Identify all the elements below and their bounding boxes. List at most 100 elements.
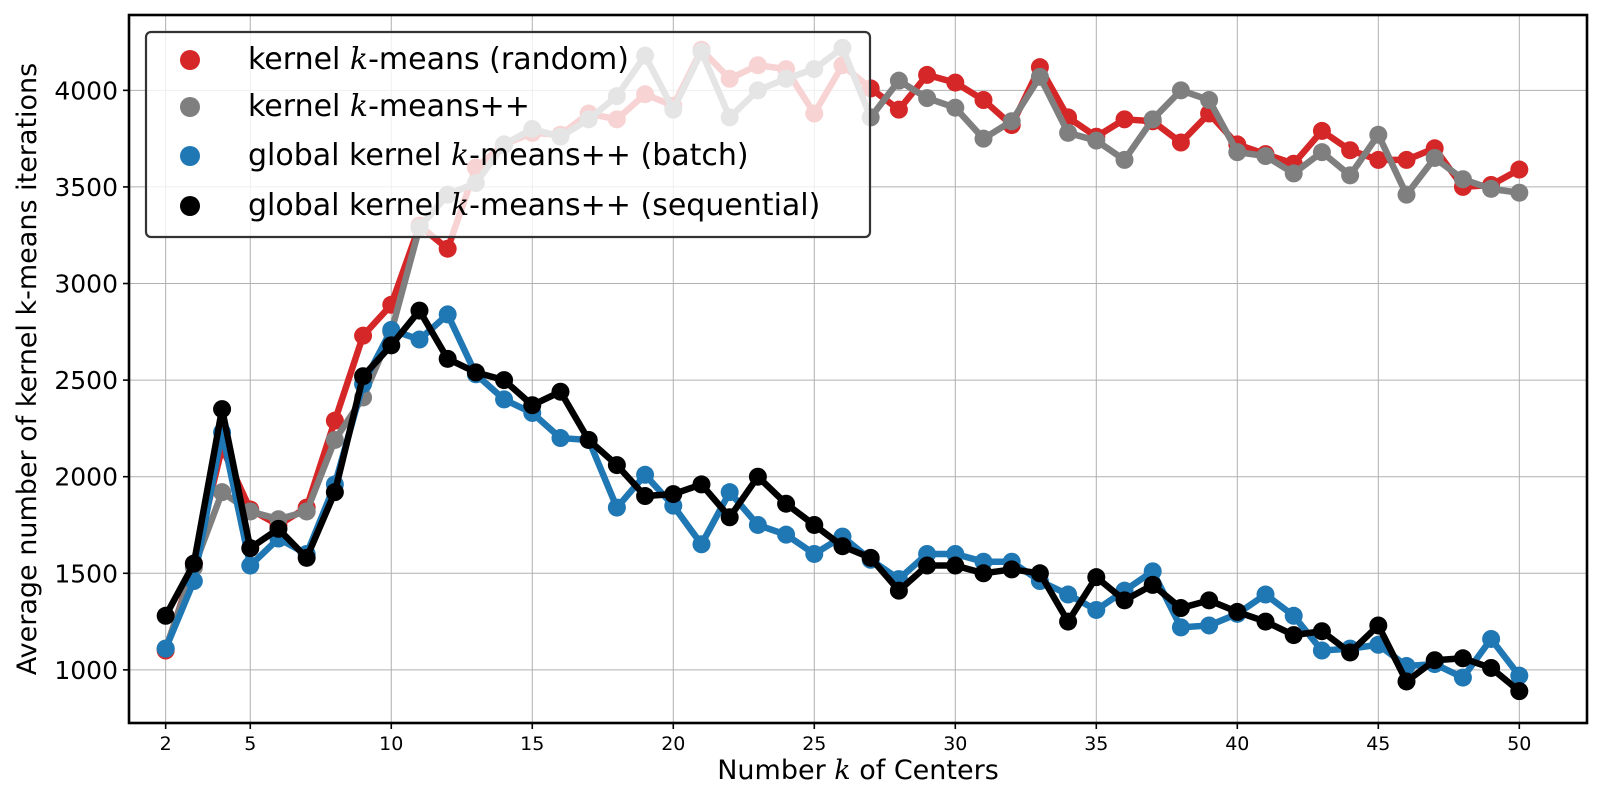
data-point (1143, 575, 1162, 594)
x-tick-label: 45 (1366, 733, 1390, 755)
data-point (889, 100, 908, 119)
data-point (354, 326, 373, 345)
data-point (1397, 672, 1416, 691)
data-point (805, 544, 824, 563)
data-point (1115, 150, 1134, 169)
x-axis-label-var: k (834, 755, 850, 786)
data-point (156, 639, 175, 658)
data-point (1369, 150, 1388, 169)
x-tick-label: 15 (520, 733, 544, 755)
data-point (297, 502, 316, 521)
data-point (325, 483, 344, 502)
data-point (1510, 160, 1529, 179)
data-point (1171, 618, 1190, 637)
data-point (1312, 622, 1331, 641)
data-point (438, 239, 457, 258)
data-point (861, 548, 880, 567)
data-point (692, 475, 711, 494)
x-axis-label: Number k of Centers (717, 755, 999, 786)
data-point (466, 363, 485, 382)
y-tick-label: 2000 (54, 463, 118, 492)
data-point (325, 430, 344, 449)
data-point (213, 483, 232, 502)
data-point (1369, 616, 1388, 635)
x-tick-label: 40 (1225, 733, 1249, 755)
x-tick-label: 2 (160, 733, 172, 755)
data-point (1228, 602, 1247, 621)
data-point (1369, 125, 1388, 144)
x-tick-label: 20 (661, 733, 685, 755)
data-point (777, 525, 796, 544)
data-point (1059, 612, 1078, 631)
data-point (1312, 121, 1331, 140)
data-point (297, 548, 316, 567)
y-axis-label: Average number of kernel k-means iterati… (12, 63, 43, 675)
data-point (438, 305, 457, 324)
data-point (692, 535, 711, 554)
data-point (551, 382, 570, 401)
data-point (1425, 651, 1444, 670)
legend: kernel k-means (random) kernel k-means++… (144, 30, 872, 239)
data-point (1115, 110, 1134, 129)
data-point (382, 336, 401, 355)
legend-entry-plusplus: kernel k-means++ (180, 89, 530, 124)
data-point (918, 65, 937, 84)
legend-label-plusplus: kernel k-means++ (248, 89, 530, 124)
data-point (1284, 626, 1303, 645)
data-point (410, 301, 429, 320)
y-tick-label: 1000 (54, 656, 118, 685)
legend-label-sequential: global kernel k-means++ (sequential) (248, 188, 820, 223)
data-point (1059, 123, 1078, 142)
data-point (777, 494, 796, 513)
x-axis-label-before: Number (717, 755, 834, 786)
x-tick-label: 50 (1507, 733, 1531, 755)
data-point (918, 556, 937, 575)
data-point (1256, 585, 1275, 604)
data-point (946, 98, 965, 117)
data-point (495, 371, 514, 390)
data-point (748, 515, 767, 534)
data-point (889, 581, 908, 600)
data-point (1143, 562, 1162, 581)
data-point (156, 606, 175, 625)
plot-frame (127, 13, 1589, 725)
data-point (607, 498, 626, 517)
x-axis-label-after: of Centers (851, 755, 999, 786)
data-point (1087, 131, 1106, 150)
legend-marker-plusplus (180, 97, 200, 117)
data-point (241, 556, 260, 575)
x-tick-label: 30 (943, 733, 967, 755)
data-point (946, 556, 965, 575)
data-point (184, 554, 203, 573)
data-point (495, 390, 514, 409)
legend-entry-batch: global kernel k-means++ (batch) (180, 138, 749, 173)
data-point (1030, 564, 1049, 583)
data-point (1200, 591, 1219, 610)
data-point (1397, 150, 1416, 169)
data-point (1200, 616, 1219, 635)
data-point (1482, 179, 1501, 198)
data-point (354, 367, 373, 386)
data-point (1087, 568, 1106, 587)
data-point (1341, 643, 1360, 662)
legend-marker-batch (180, 146, 200, 166)
data-point (269, 519, 288, 538)
data-point (1425, 148, 1444, 167)
data-point (1284, 606, 1303, 625)
data-point (213, 400, 232, 419)
data-point (974, 90, 993, 109)
data-point (1171, 81, 1190, 100)
data-point (946, 73, 965, 92)
data-point (1453, 668, 1472, 687)
data-point (918, 89, 937, 108)
y-tick-label: 2500 (54, 366, 118, 395)
data-point (1482, 629, 1501, 648)
data-point (1453, 170, 1472, 189)
data-point (1256, 612, 1275, 631)
data-point (974, 129, 993, 148)
data-point (889, 71, 908, 90)
data-point (1397, 185, 1416, 204)
data-point (1002, 112, 1021, 131)
x-axis-ticks: 2 5 10 15 20 25 30 35 40 45 50 (160, 723, 1531, 755)
